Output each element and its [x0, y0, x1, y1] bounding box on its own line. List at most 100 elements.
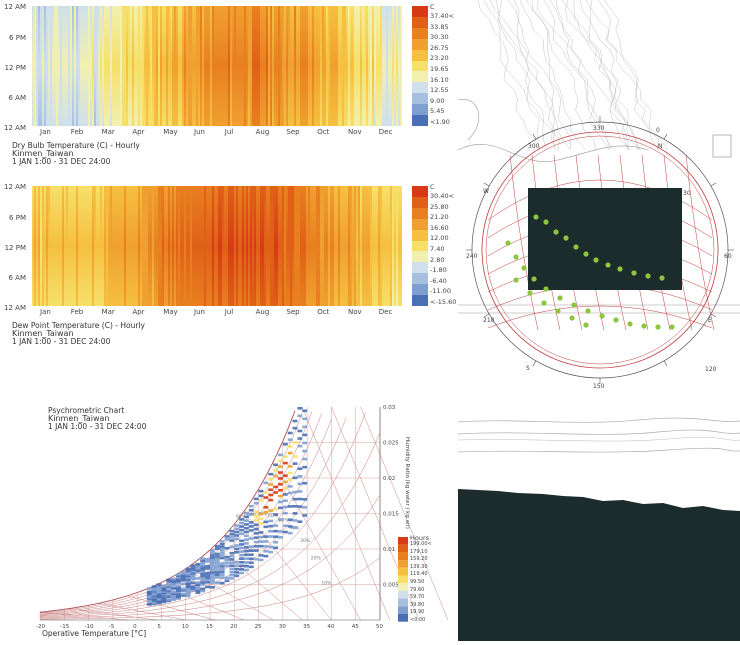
psychro-cell — [185, 571, 191, 574]
heat-column — [212, 186, 215, 306]
heat-column — [48, 186, 51, 306]
heat-column — [234, 6, 237, 126]
heat-column — [338, 186, 341, 306]
psychro-cell — [248, 504, 254, 508]
x-tick-label: -10 — [85, 624, 94, 630]
psychro-cell — [287, 491, 293, 495]
heat-column — [162, 186, 165, 306]
psychro-cell — [239, 571, 245, 575]
legend-value: <-15.60 — [430, 298, 457, 306]
heat-column — [38, 186, 41, 306]
legend-value: 12.00 — [430, 234, 449, 243]
heat-column — [394, 6, 397, 126]
heat-column — [216, 6, 219, 126]
psychro-cell — [268, 493, 274, 497]
legend-value: -6.40 — [430, 276, 447, 285]
building-block — [528, 188, 682, 290]
psychro-cell — [302, 449, 308, 453]
heat-column — [90, 186, 93, 306]
psychro-cell — [263, 520, 269, 524]
psychro-cell — [180, 577, 186, 580]
legend-value: 79.60 — [410, 586, 425, 593]
psychro-cell — [185, 576, 191, 580]
psychro-cell — [258, 554, 264, 557]
psychro-cell — [171, 582, 177, 585]
heat-column — [56, 186, 59, 306]
psychro-cell — [302, 457, 308, 461]
y-tick-label: 0.02 — [383, 476, 395, 482]
heat-column — [326, 6, 329, 126]
legend-swatch — [412, 38, 428, 50]
psychro-cell — [258, 531, 264, 534]
psychro-cell — [200, 568, 206, 571]
psychro-cell — [156, 583, 162, 586]
psychro-cell — [253, 501, 259, 505]
rh-curve — [40, 557, 381, 620]
heat-column — [134, 186, 137, 306]
psychro-cell — [146, 602, 152, 606]
heat-column — [352, 186, 355, 306]
psychro-cell — [268, 535, 274, 538]
psychro-cell — [263, 554, 269, 558]
psychro-cell — [234, 564, 240, 567]
psychro-cell — [287, 471, 293, 475]
psychro-cell — [302, 506, 308, 509]
psychro-cell — [297, 414, 303, 418]
heat-column — [372, 6, 375, 126]
heat-column — [274, 186, 277, 306]
heat-column — [94, 6, 97, 126]
heat-column — [186, 186, 189, 306]
rh-curve — [39, 418, 347, 617]
psychro-cell — [224, 538, 230, 541]
heat-column — [332, 186, 335, 306]
psychro-cell — [210, 559, 215, 562]
psychro-cell — [180, 594, 186, 597]
heat-column — [328, 6, 331, 126]
contour-line — [483, 0, 560, 151]
psychro-cell — [229, 567, 235, 571]
heat-column — [324, 186, 327, 306]
psychro-cell — [195, 567, 201, 570]
psychro-cell — [239, 543, 245, 546]
dry-bulb-ytick: 12 AM — [4, 124, 26, 132]
psychrometric-panel: 10%20%30%40%50%60%70%80%90%-20-15-10-505… — [0, 395, 450, 641]
heat-column — [382, 186, 385, 306]
heat-column — [110, 6, 113, 126]
psychro-cell — [253, 536, 259, 539]
psychro-cell — [302, 465, 308, 469]
psychro-cell — [282, 461, 288, 465]
heat-column — [322, 186, 325, 306]
heat-column — [188, 186, 191, 306]
sun-hour-arc — [685, 154, 715, 331]
heat-column — [40, 186, 43, 306]
heat-column — [336, 186, 339, 306]
heat-column — [148, 6, 151, 126]
contour-line — [513, 0, 541, 151]
psychro-cell — [253, 519, 259, 522]
psychro-cell — [200, 561, 206, 565]
y-tick-label: 0.025 — [383, 441, 399, 447]
heat-column — [152, 6, 155, 126]
sun-position-point — [613, 317, 619, 323]
sun-position-point — [571, 302, 577, 308]
heat-column — [320, 6, 323, 126]
heat-column — [196, 186, 199, 306]
month-tick-label: Oct — [317, 128, 330, 136]
heat-column — [322, 6, 325, 126]
psychro-cell — [234, 547, 240, 551]
legend-value: 19.90 — [410, 609, 425, 616]
heat-column — [188, 6, 191, 126]
psychro-cell — [176, 573, 181, 577]
heat-column — [108, 6, 111, 126]
psychro-cell — [229, 551, 235, 555]
psychro-cell — [287, 445, 293, 448]
heat-column — [344, 186, 347, 306]
heat-column — [100, 186, 103, 306]
heat-column — [208, 6, 211, 126]
contour-line — [597, 0, 660, 151]
psychro-cell — [210, 554, 215, 557]
heat-column — [284, 186, 287, 306]
psychro-cell — [219, 540, 225, 543]
heat-column — [232, 186, 235, 306]
psychro-cell — [200, 587, 206, 591]
